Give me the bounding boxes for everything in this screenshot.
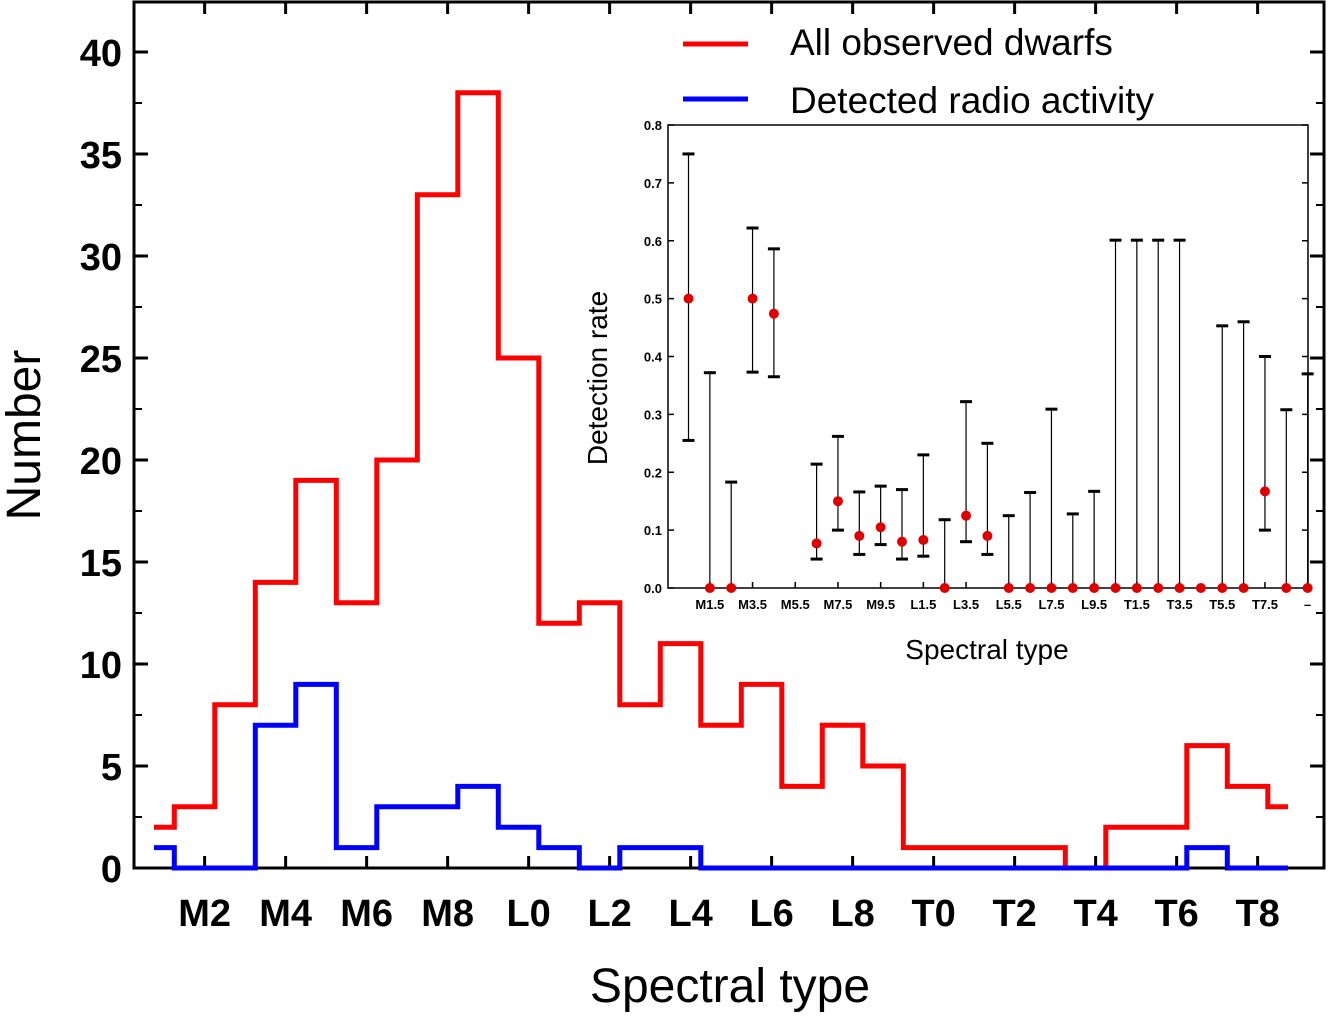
inset-data-point xyxy=(1281,583,1292,593)
inset-data-point xyxy=(982,530,993,541)
inset-data-point xyxy=(1046,583,1057,593)
main-y-tick-label: 5 xyxy=(101,747,122,789)
legend-label-detected: Detected radio activity xyxy=(790,80,1155,121)
inset-y-tick-label: 0.7 xyxy=(644,176,662,191)
main-x-tick-label: T8 xyxy=(1235,893,1279,935)
inset-x-tick-label: M3.5 xyxy=(738,597,767,612)
inset-x-tick-label: T7.5 xyxy=(1252,597,1278,612)
main-x-tick-label: M6 xyxy=(340,893,393,935)
inset-x-tick-label: T5.5 xyxy=(1209,597,1235,612)
main-y-tick-label: 10 xyxy=(80,645,122,687)
inset-y-tick-label: 0.0 xyxy=(644,581,662,596)
main-x-tick-label: M8 xyxy=(421,893,474,935)
inset-data-point xyxy=(1110,583,1121,593)
main-x-tick-label: L8 xyxy=(830,893,874,935)
main-x-tick-label: T2 xyxy=(992,893,1036,935)
main-x-axis: M2 M4 M6 M8 L0 L2 L4 L6 L8 T0 T2 T4 T6 T8 xyxy=(178,2,1280,935)
main-y-tick-label: 20 xyxy=(80,441,122,483)
main-x-tick-label: T0 xyxy=(911,893,955,935)
inset-data-point xyxy=(897,536,907,547)
inset-points-group xyxy=(682,152,1314,593)
inset-data-point xyxy=(1195,583,1206,593)
inset-data-point xyxy=(1025,583,1036,593)
inset-y-tick-label: 0.5 xyxy=(644,292,662,307)
inset-y-tick-label: 0.6 xyxy=(644,234,662,249)
inset-data-point xyxy=(1302,583,1313,593)
inset-data-point xyxy=(918,534,929,545)
main-y-tick-label: 15 xyxy=(80,543,122,585)
inset-x-tick-label: M9.5 xyxy=(866,597,895,612)
inset-data-point xyxy=(1238,583,1249,593)
legend-label-all: All observed dwarfs xyxy=(790,22,1113,63)
inset-data-point xyxy=(1131,583,1142,593)
inset-y-tick-label: 0.2 xyxy=(644,465,662,480)
inset-data-point xyxy=(832,496,843,507)
main-y-tick-label: 40 xyxy=(80,33,122,75)
inset-y-tick-label: 0.3 xyxy=(644,407,662,422)
inset-data-point xyxy=(683,293,694,304)
main-x-tick-label: M4 xyxy=(259,893,312,935)
legend: All observed dwarfs Detected radio activ… xyxy=(683,22,1155,121)
inset-x-tick-label: T1.5 xyxy=(1124,597,1150,612)
inset-data-point xyxy=(704,583,715,593)
inset-y-axis: 0.0 0.1 0.2 0.3 0.4 0.5 0.6 0.7 0.8 xyxy=(644,118,1308,596)
inset-data-point xyxy=(939,583,950,593)
main-x-tick-label: T4 xyxy=(1073,893,1117,935)
inset-data-point xyxy=(768,308,779,319)
inset-x-axis-title: Spectral type xyxy=(905,634,1068,665)
main-y-axis-title: Number xyxy=(0,350,51,521)
inset-data-point xyxy=(1259,486,1270,497)
series-detected-radio-line xyxy=(154,681,1288,871)
inset-x-tick-label: M1.5 xyxy=(695,597,724,612)
inset-data-point xyxy=(1153,583,1164,593)
inset-x-tick-label: L5.5 xyxy=(996,597,1022,612)
inset-y-axis-title: Detection rate xyxy=(582,291,613,465)
inset-data-point xyxy=(1174,583,1185,593)
main-y-axis: 0 5 10 15 20 25 30 35 40 xyxy=(80,33,1324,891)
inset-data-point xyxy=(854,530,865,541)
main-x-tick-label: T6 xyxy=(1154,893,1198,935)
inset-data-point xyxy=(726,583,737,593)
main-x-tick-label: L6 xyxy=(749,893,793,935)
main-x-tick-label: L0 xyxy=(506,893,550,935)
inset-data-point xyxy=(1067,583,1078,593)
inset-x-tick-label: – xyxy=(1304,597,1311,612)
inset-data-point xyxy=(1089,583,1100,593)
inset-y-tick-label: 0.8 xyxy=(644,118,662,133)
main-y-tick-label: 30 xyxy=(80,237,122,279)
inset-x-tick-label: L7.5 xyxy=(1038,597,1064,612)
inset-x-tick-label: M5.5 xyxy=(781,597,810,612)
main-x-tick-label: M2 xyxy=(178,893,231,935)
inset-x-tick-label: M7.5 xyxy=(823,597,852,612)
main-series-group xyxy=(154,90,1288,871)
main-x-tick-label: L2 xyxy=(587,893,631,935)
inset-x-tick-label: L1.5 xyxy=(910,597,936,612)
main-y-tick-label: 0 xyxy=(101,849,122,891)
inset-data-point xyxy=(1003,583,1014,593)
inset-x-tick-label: L9.5 xyxy=(1081,597,1107,612)
inset-x-axis: M1.5 M3.5 M5.5 M7.5 M9.5 L1.5 L3.5 L5.5 L7.5 L9.5… xyxy=(695,582,1311,612)
inset-data-point xyxy=(961,510,972,521)
inset-data-point xyxy=(1217,583,1228,593)
inset-data-point xyxy=(875,522,886,533)
main-y-tick-label: 25 xyxy=(80,339,122,381)
main-y-tick-label: 35 xyxy=(80,135,122,177)
inset-y-tick-label: 0.1 xyxy=(644,523,662,538)
inset-x-tick-label: T3.5 xyxy=(1167,597,1193,612)
main-x-axis-title: Spectral type xyxy=(590,960,870,1013)
inset-data-point xyxy=(747,293,758,304)
inset-data-point xyxy=(811,538,822,549)
inset-x-tick-label: L3.5 xyxy=(953,597,979,612)
inset-y-tick-label: 0.4 xyxy=(644,350,663,365)
main-x-tick-label: L4 xyxy=(668,893,712,935)
